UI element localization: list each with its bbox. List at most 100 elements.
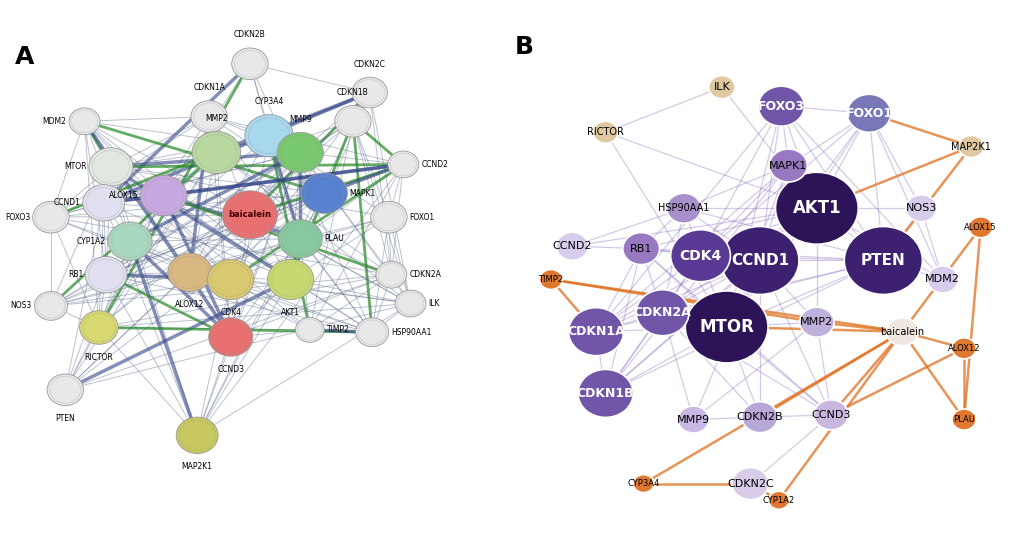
Text: CDKN2B: CDKN2B	[233, 30, 266, 39]
Ellipse shape	[568, 308, 623, 356]
Text: CCND3: CCND3	[811, 410, 850, 420]
Text: NOS3: NOS3	[905, 203, 936, 213]
Ellipse shape	[951, 338, 975, 359]
Text: ALOX12: ALOX12	[947, 344, 979, 353]
Text: baicalein: baicalein	[879, 327, 923, 337]
Ellipse shape	[168, 253, 212, 292]
Ellipse shape	[356, 318, 388, 347]
Ellipse shape	[176, 417, 218, 454]
Ellipse shape	[633, 474, 653, 493]
Text: CDKN2B: CDKN2B	[736, 412, 783, 422]
Ellipse shape	[666, 193, 700, 223]
Ellipse shape	[191, 101, 227, 132]
Ellipse shape	[89, 147, 132, 186]
Ellipse shape	[539, 269, 561, 289]
Text: CDKN1A: CDKN1A	[567, 325, 625, 338]
Text: FOXO1: FOXO1	[845, 107, 892, 120]
Ellipse shape	[298, 319, 322, 341]
Text: CCND2: CCND2	[552, 241, 591, 251]
Ellipse shape	[337, 108, 368, 135]
Text: RB1: RB1	[630, 244, 652, 254]
Ellipse shape	[267, 259, 314, 300]
Text: CYP3A4: CYP3A4	[254, 97, 283, 106]
Text: CCND1: CCND1	[731, 253, 788, 268]
Ellipse shape	[226, 194, 273, 235]
Text: HSP90AA1: HSP90AA1	[391, 327, 431, 337]
Ellipse shape	[378, 263, 405, 286]
Ellipse shape	[678, 406, 708, 433]
Text: MDM2: MDM2	[43, 117, 66, 126]
Ellipse shape	[234, 51, 265, 77]
Text: AKT1: AKT1	[281, 308, 300, 317]
Ellipse shape	[141, 176, 186, 216]
Ellipse shape	[685, 291, 767, 363]
Ellipse shape	[742, 401, 776, 432]
Text: CDKN2C: CDKN2C	[354, 60, 385, 69]
Ellipse shape	[86, 187, 121, 218]
Ellipse shape	[578, 369, 633, 417]
Text: ILK: ILK	[428, 299, 440, 308]
Ellipse shape	[207, 259, 254, 300]
Ellipse shape	[334, 106, 371, 137]
Ellipse shape	[813, 400, 848, 430]
Ellipse shape	[249, 118, 289, 153]
Ellipse shape	[358, 320, 386, 344]
Ellipse shape	[720, 226, 798, 294]
Text: MTOR: MTOR	[64, 162, 87, 171]
Ellipse shape	[394, 290, 426, 317]
Text: MDM2: MDM2	[924, 275, 959, 285]
Text: B: B	[515, 35, 534, 59]
Text: baicalein: baicalein	[228, 211, 271, 219]
Ellipse shape	[671, 230, 730, 282]
Text: PLAU: PLAU	[324, 234, 343, 243]
Text: MMP2: MMP2	[800, 317, 833, 327]
Ellipse shape	[951, 409, 975, 430]
Text: AKT1: AKT1	[792, 199, 841, 217]
Ellipse shape	[968, 217, 991, 238]
Text: ALOX15: ALOX15	[964, 222, 996, 232]
Text: MAP2K1: MAP2K1	[951, 141, 990, 152]
Ellipse shape	[799, 307, 834, 337]
Ellipse shape	[47, 374, 84, 406]
Ellipse shape	[387, 151, 419, 178]
Text: CDKN2C: CDKN2C	[727, 479, 773, 489]
Ellipse shape	[36, 204, 66, 231]
Text: FOXO3: FOXO3	[757, 100, 804, 113]
Text: CYP3A4: CYP3A4	[627, 479, 659, 488]
Text: HSP90AA1: HSP90AA1	[657, 203, 709, 213]
Text: TIMP2: TIMP2	[327, 325, 350, 335]
Ellipse shape	[623, 233, 659, 264]
Ellipse shape	[179, 420, 215, 451]
Text: MAPK1: MAPK1	[768, 160, 807, 170]
Ellipse shape	[277, 132, 323, 172]
Ellipse shape	[280, 135, 320, 170]
Ellipse shape	[111, 225, 149, 257]
Ellipse shape	[35, 292, 67, 320]
Text: RB1: RB1	[67, 270, 83, 279]
Text: CCND3: CCND3	[217, 365, 244, 374]
Ellipse shape	[847, 94, 890, 132]
Text: FOXO3: FOXO3	[5, 213, 31, 222]
Ellipse shape	[71, 110, 98, 133]
Ellipse shape	[83, 184, 124, 221]
Ellipse shape	[281, 222, 319, 255]
Ellipse shape	[376, 261, 407, 288]
Text: CDKN1B: CDKN1B	[576, 387, 634, 400]
Ellipse shape	[732, 468, 768, 499]
Ellipse shape	[390, 153, 416, 176]
Ellipse shape	[708, 76, 735, 98]
Ellipse shape	[352, 77, 387, 108]
Ellipse shape	[886, 318, 917, 345]
Ellipse shape	[355, 79, 384, 106]
Text: CDK4: CDK4	[220, 308, 240, 317]
Ellipse shape	[278, 220, 322, 258]
Ellipse shape	[768, 149, 807, 182]
Ellipse shape	[305, 176, 343, 211]
Ellipse shape	[592, 121, 618, 143]
Ellipse shape	[757, 86, 803, 126]
Ellipse shape	[196, 134, 236, 170]
Text: PTEN: PTEN	[55, 414, 75, 423]
Ellipse shape	[192, 132, 240, 174]
Text: CCND1: CCND1	[54, 199, 81, 207]
Text: TIMP2: TIMP2	[538, 275, 562, 284]
